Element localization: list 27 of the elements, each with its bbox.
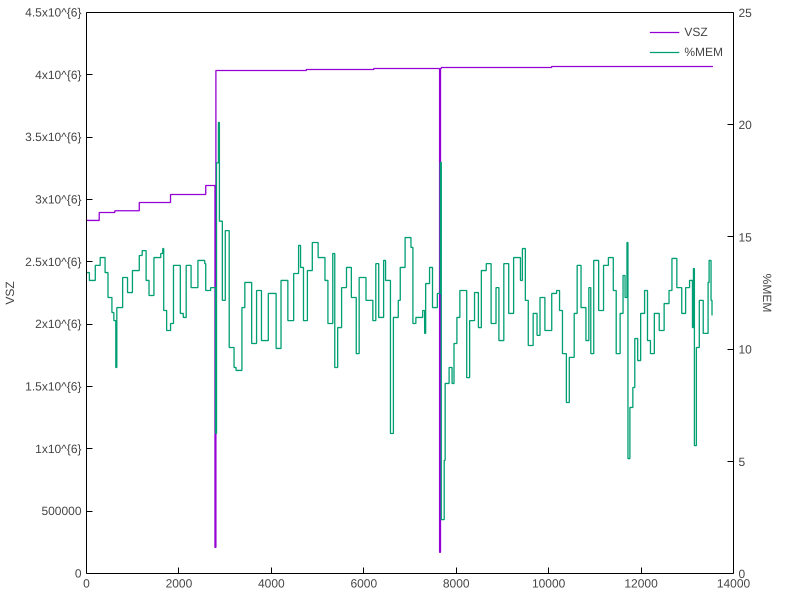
y2-tick-label: 20 xyxy=(738,118,752,132)
legend-label: VSZ xyxy=(684,25,708,39)
y-tick-label: 4.5x10^{6} xyxy=(25,6,82,20)
y-tick-label: 500000 xyxy=(41,504,82,518)
x-tick-label: 12000 xyxy=(624,576,658,590)
y2-tick-label: 25 xyxy=(738,6,752,20)
y-tick-label: 4x10^{6} xyxy=(35,68,82,82)
y-tick-label: 1.5x10^{6} xyxy=(25,380,82,394)
y2-axis-title: %MEM xyxy=(760,274,774,312)
x-tick-label: 10000 xyxy=(532,576,566,590)
y2-tick-label: 5 xyxy=(738,454,746,469)
y2-tick-label: 10 xyxy=(738,342,752,357)
legend-label: %MEM xyxy=(684,45,723,59)
y-tick-label: 0 xyxy=(74,566,82,580)
x-tick-label: 14000 xyxy=(716,576,751,590)
x-tick-label: 6000 xyxy=(350,576,378,590)
x-tick-label: 2000 xyxy=(166,576,193,590)
x-tick-label: 4000 xyxy=(258,576,286,590)
y-tick-label: 2x10^{6} xyxy=(35,317,82,332)
y2-tick-label: 15 xyxy=(738,230,752,244)
x-tick-label: 8000 xyxy=(442,576,470,590)
y-tick-label: 3.5x10^{6} xyxy=(25,130,82,144)
y-tick-label: 3x10^{6} xyxy=(35,192,82,206)
y-tick-label: 2.5x10^{6} xyxy=(25,254,82,269)
y-axis-title: VSZ xyxy=(3,281,18,305)
y-tick-label: 1x10^{6} xyxy=(35,442,82,456)
x-tick-label: 0 xyxy=(83,576,90,590)
